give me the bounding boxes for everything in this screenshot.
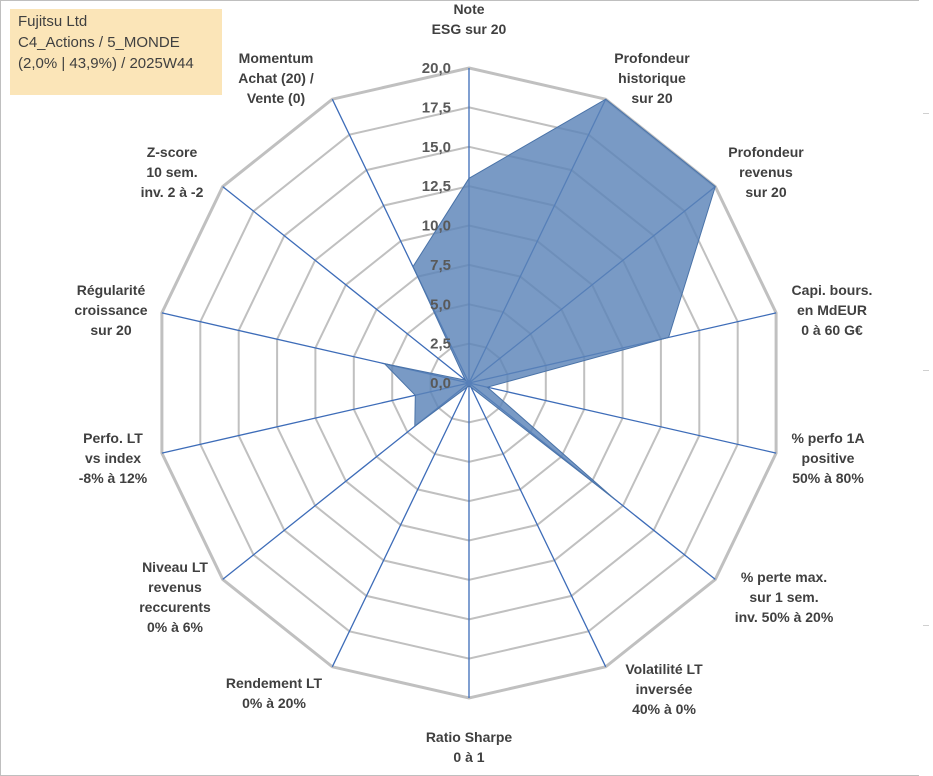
axis-label-10: Perfo. LT vs index -8% à 12% [79, 430, 148, 486]
axis-label-line: Profondeur [614, 50, 690, 66]
axis-label-line: Note [453, 1, 484, 17]
axis-label-line: Z-score [147, 144, 198, 160]
axis-label-line: Vente (0) [247, 90, 305, 106]
chart-title-box: Fujitsu Ltd C4_Actions / 5_MONDE (2,0% |… [10, 9, 222, 95]
axis-label-line: inversée [636, 681, 693, 697]
axis-label-line: positive [802, 450, 855, 466]
axis-label-line: Perfo. LT [83, 430, 143, 446]
axis-label-line: revenus [148, 579, 202, 595]
axis-label-line: 50% à 80% [792, 470, 864, 486]
axis-label-9: Niveau LT revenus reccurents 0% à 6% [139, 559, 211, 635]
axis-label-line: 0 à 60 G€ [801, 322, 863, 338]
axis-label-line: Achat (20) / [238, 70, 314, 86]
axis-label-line: % perfo 1A [791, 430, 864, 446]
tick-label-4: 10,0 [422, 218, 451, 235]
company-name: Fujitsu Ltd [18, 13, 88, 30]
axis-label-11: Régularité croissance sur 20 [74, 282, 147, 338]
axis-label-6: Volatilité LT inversée 40% à 0% [625, 661, 703, 717]
tick-label-8: 20,0 [422, 60, 451, 77]
axis-label-2: Profondeur revenus sur 20 [728, 144, 804, 200]
axis-label-line: Volatilité LT [625, 661, 703, 677]
axis-label-line: historique [618, 70, 686, 86]
axis-label-line: croissance [74, 302, 147, 318]
tick-label-6: 15,0 [422, 139, 451, 156]
portfolio-name: C4_Actions / 5_MONDE [18, 34, 180, 51]
axis-label-3: Capi. bours. en MdEUR 0 à 60 G€ [792, 282, 873, 338]
axis-label-line: 0 à 1 [453, 749, 484, 765]
axis-label-line: vs index [85, 450, 141, 466]
axis-label-line: -8% à 12% [79, 470, 148, 486]
axis-label-line: Régularité [77, 282, 146, 298]
axis-label-12: Z-score 10 sem. inv. 2 à -2 [141, 144, 204, 200]
axis-spoke-8 [331, 382, 470, 668]
tick-label-0: 0,0 [430, 375, 451, 392]
radial-tick-labels: 0,0 2,5 5,0 7,5 10,0 12,5 15,0 17,5 20,0 [422, 60, 451, 392]
tick-label-7: 17,5 [422, 99, 451, 116]
tick-label-1: 2,5 [430, 336, 451, 353]
axis-label-line: sur 20 [745, 184, 786, 200]
axis-label-5: % perte max. sur 1 sem. inv. 50% à 20% [735, 569, 834, 625]
axis-label-13: Momentum Achat (20) / Vente (0) [238, 50, 314, 106]
axis-label-line: Rendement LT [226, 675, 323, 691]
radar-series-area [383, 98, 716, 500]
tick-label-2: 5,0 [430, 296, 451, 313]
axis-label-line: Capi. bours. [792, 282, 873, 298]
axis-spoke-12 [222, 186, 470, 384]
axis-label-line: sur 20 [631, 90, 672, 106]
axis-label-line: Ratio Sharpe [426, 729, 513, 745]
axis-label-line: en MdEUR [797, 302, 867, 318]
axis-label-line: reccurents [139, 599, 211, 615]
axis-label-line: inv. 50% à 20% [735, 609, 834, 625]
axis-label-line: sur 20 [90, 322, 131, 338]
axis-label-line: 0% à 6% [147, 619, 204, 635]
axis-label-0: Note ESG sur 20 [432, 1, 507, 37]
axis-label-line: sur 1 sem. [749, 589, 818, 605]
axis-label-line: 0% à 20% [242, 695, 306, 711]
axis-label-line: Niveau LT [142, 559, 208, 575]
sheet-edge [919, 0, 933, 776]
axis-label-line: ESG sur 20 [432, 21, 507, 37]
axis-spoke-4 [468, 382, 777, 454]
tick-label-5: 12,5 [422, 178, 451, 195]
axis-label-line: inv. 2 à -2 [141, 184, 204, 200]
axis-label-line: % perte max. [741, 569, 827, 585]
axis-label-line: Profondeur [728, 144, 804, 160]
axis-label-line: 40% à 0% [632, 701, 696, 717]
portfolio-stats: (2,0% | 43,9%) / 2025W44 [18, 55, 194, 72]
tick-label-3: 7,5 [430, 257, 451, 274]
axis-label-line: 10 sem. [146, 164, 197, 180]
axis-labels: Note ESG sur 20 Profondeur historique sur 20… [74, 1, 872, 765]
axis-label-line: Momentum [239, 50, 314, 66]
axis-label-1: Profondeur historique sur 20 [614, 50, 690, 106]
axis-label-8: Rendement LT 0% à 20% [226, 675, 323, 711]
axis-label-line: revenus [739, 164, 793, 180]
axis-label-4: % perfo 1A positive 50% à 80% [791, 430, 864, 486]
axis-label-7: Ratio Sharpe 0 à 1 [426, 729, 513, 765]
axis-spoke-6 [468, 382, 607, 668]
